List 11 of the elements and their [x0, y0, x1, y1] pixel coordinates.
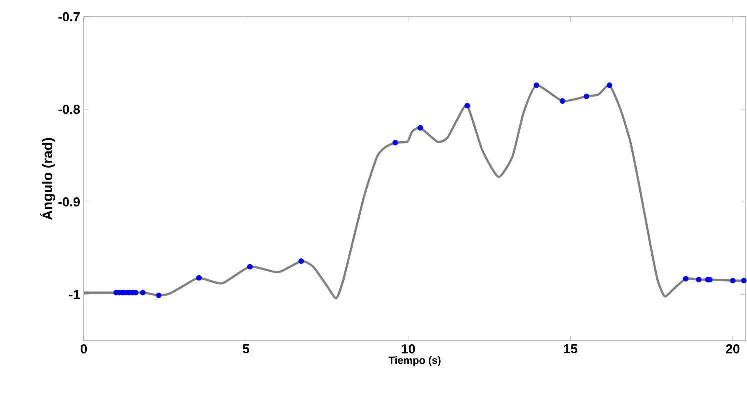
x-tick-label: 5: [243, 344, 250, 354]
y-tick-label: -0.9: [58, 198, 80, 207]
x-tick-label: 0: [80, 344, 88, 354]
y-tick-label: -0.8: [58, 104, 80, 114]
y-axis-title: Ángulo (rad): [40, 138, 56, 220]
x-tick-label: 10: [402, 344, 416, 354]
x-tick-label: 15: [564, 344, 578, 354]
y-tick-label: -0.7: [58, 12, 80, 22]
x-tick-label: 20: [726, 344, 740, 354]
y-tick-label: -1: [69, 290, 80, 300]
x-axis-title: Tiempo (s): [388, 356, 441, 366]
